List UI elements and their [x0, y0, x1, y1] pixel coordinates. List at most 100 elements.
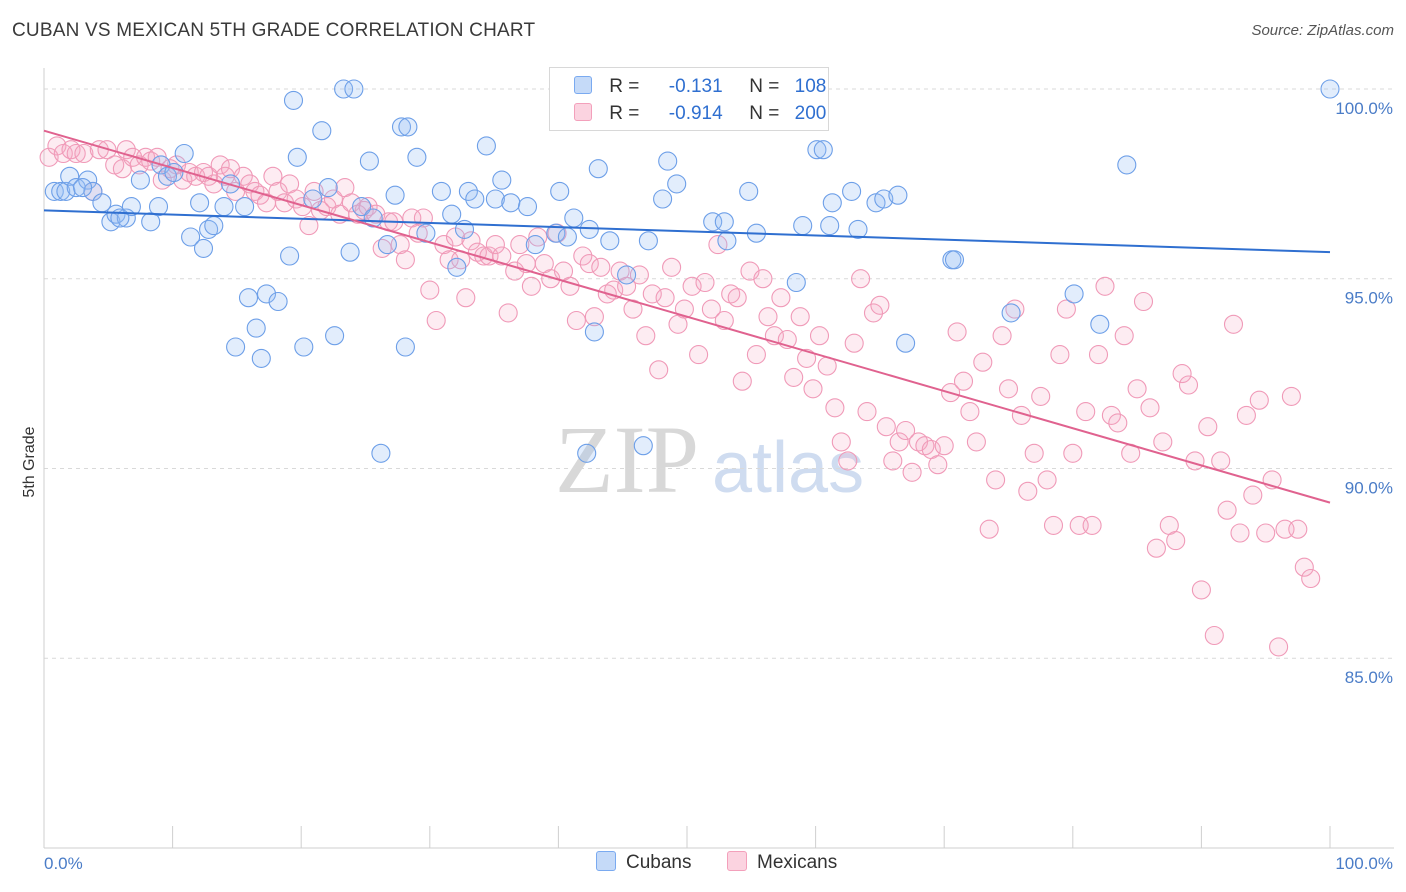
mexicans-point — [1088, 345, 1109, 365]
cubans-point — [148, 197, 169, 217]
mexicans-point — [1153, 432, 1173, 452]
mexicans-point — [695, 272, 715, 293]
mexicans-point — [973, 352, 993, 372]
cubans-point — [190, 193, 210, 213]
correlation-legend: R = -0.131 N = 108 R = -0.914 N = 200 — [549, 67, 829, 131]
cubans-point — [407, 147, 427, 167]
cubans-trend-line — [43, 209, 1331, 254]
mexicans-point — [591, 257, 611, 277]
mexicans-point — [1198, 417, 1218, 437]
cubans-point — [121, 197, 141, 217]
cubans-point — [793, 216, 813, 236]
mexicans-point — [61, 140, 81, 160]
mexicans-point — [953, 371, 974, 391]
mexicans-point — [1024, 443, 1044, 463]
mexicans-point — [998, 379, 1019, 399]
mexicans-point — [1076, 402, 1096, 422]
mexicans-point — [1146, 538, 1166, 558]
mexicans-point — [1101, 405, 1121, 425]
series-legend-cubans: Cubans — [596, 851, 692, 874]
watermark: ZIP atlas — [555, 406, 864, 513]
cubans-point — [517, 197, 538, 217]
cubans-point — [1117, 155, 1137, 175]
cubans-point — [584, 322, 604, 342]
cubans-point — [204, 216, 224, 236]
cubans-point — [130, 170, 150, 190]
n-label: N = — [749, 76, 780, 97]
mexicans-point — [47, 136, 67, 156]
r-label: R = — [609, 76, 640, 97]
y-tick-label: 90.0% — [1345, 478, 1393, 497]
watermark-zip: ZIP — [555, 406, 699, 513]
mexicans-point — [947, 322, 967, 342]
cubans-point — [588, 159, 608, 179]
mexicans-point — [1236, 405, 1256, 425]
mexicans-point — [876, 417, 896, 437]
cubans-point — [431, 181, 451, 201]
legend-row-mexicans: R = -0.914 N = 200 — [574, 103, 826, 125]
mexicans-point — [851, 269, 871, 289]
cubans-point — [181, 227, 201, 247]
mexicans-point — [896, 420, 916, 441]
cubans-point — [442, 204, 462, 224]
mexicans-point — [838, 451, 858, 471]
mexicans-point — [809, 326, 830, 346]
cubans-point — [363, 208, 383, 228]
mexicans-point — [784, 367, 804, 387]
mexicans-point — [617, 276, 637, 296]
mexicans-point — [1056, 299, 1076, 319]
mexicans-point — [1223, 314, 1244, 334]
mexicans-point — [579, 254, 599, 274]
mexicans-point — [966, 432, 986, 452]
mexicans-n-value: 200 — [794, 103, 827, 124]
cubans-point — [1090, 314, 1110, 334]
mexicans-point — [642, 284, 662, 304]
cubans-point — [193, 238, 214, 258]
mexicans-point — [395, 250, 415, 270]
mexicans-point — [1031, 386, 1051, 406]
mexicans-point — [960, 402, 980, 422]
mexicans-point — [505, 261, 525, 281]
mexicans-point — [771, 288, 791, 308]
mexicans-point — [152, 170, 172, 190]
cubans-point — [465, 189, 485, 209]
mexicans-point — [662, 257, 682, 277]
cubans-point — [359, 151, 379, 171]
mexicans-r-value: -0.914 — [668, 103, 723, 124]
mexicans-point — [358, 197, 378, 217]
x-tick-label: 0.0% — [44, 854, 83, 873]
mexicans-point — [498, 303, 518, 323]
mexicans-point — [485, 235, 505, 255]
cubans-point — [667, 174, 687, 194]
cubans-point — [44, 181, 64, 201]
cubans-point — [848, 219, 868, 239]
cubans-point — [334, 79, 354, 99]
cubans-point — [658, 151, 678, 171]
cubans-point — [944, 250, 965, 270]
mexicans-point — [1018, 481, 1038, 501]
mexicans-point — [66, 143, 86, 164]
cubans-point — [822, 193, 842, 213]
cubans-point — [1001, 303, 1021, 323]
mexicans-point — [286, 189, 306, 209]
mexicans-trend-line — [43, 129, 1331, 504]
mexicans-point — [1191, 580, 1211, 600]
y-tick-label: 100.0% — [1335, 99, 1393, 118]
mexicans-point — [1243, 485, 1263, 505]
mexicans-point — [863, 303, 884, 323]
mexicans-point — [1037, 470, 1057, 490]
cubans-point — [813, 140, 833, 160]
mexicans-point — [456, 288, 476, 308]
cubans-point — [238, 288, 259, 308]
cubans-point — [141, 212, 161, 232]
mexicans-point — [1178, 375, 1199, 395]
mexicans-point — [1211, 451, 1231, 471]
cubans-point — [807, 140, 827, 160]
mexicans-legend-swatch — [727, 851, 747, 871]
mexicans-point — [636, 326, 656, 346]
trend-lines — [43, 129, 1331, 504]
mexicans-point — [902, 462, 922, 482]
mexicans-point — [573, 246, 593, 266]
mexicans-point — [797, 348, 817, 368]
mexicans-point — [790, 307, 810, 327]
